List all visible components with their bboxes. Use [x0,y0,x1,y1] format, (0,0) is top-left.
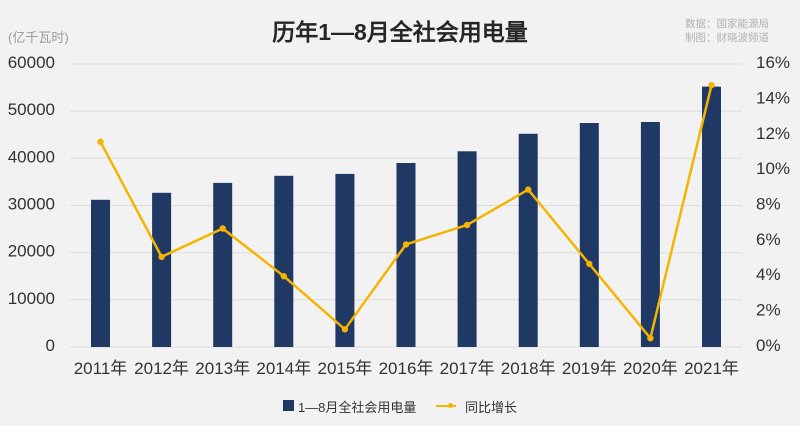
svg-text:2017年: 2017年 [440,359,495,378]
svg-text:12%: 12% [756,124,790,143]
svg-text:2018年: 2018年 [501,359,556,378]
svg-text:10%: 10% [756,159,790,178]
svg-text:2021年: 2021年 [684,359,739,378]
svg-text:50000: 50000 [8,100,55,119]
svg-text:40000: 40000 [8,147,55,166]
svg-text:0: 0 [46,336,55,355]
svg-text:2013年: 2013年 [195,359,250,378]
svg-text:0%: 0% [756,336,781,355]
svg-text:2012年: 2012年 [134,359,189,378]
svg-text:2016年: 2016年 [379,359,434,378]
svg-text:2011年: 2011年 [74,359,128,378]
svg-text:20000: 20000 [8,242,55,261]
svg-text:8%: 8% [756,195,781,214]
svg-text:2%: 2% [756,301,781,320]
svg-text:6%: 6% [756,230,781,249]
svg-text:16%: 16% [756,53,790,72]
svg-text:60000: 60000 [8,53,55,72]
svg-text:30000: 30000 [8,195,55,214]
svg-text:10000: 10000 [8,289,55,308]
svg-text:2015年: 2015年 [317,359,372,378]
svg-text:14%: 14% [756,88,790,107]
svg-text:4%: 4% [756,265,781,284]
svg-text:2019年: 2019年 [562,359,617,378]
svg-text:2020年: 2020年 [623,359,678,378]
svg-text:2014年: 2014年 [256,359,311,378]
